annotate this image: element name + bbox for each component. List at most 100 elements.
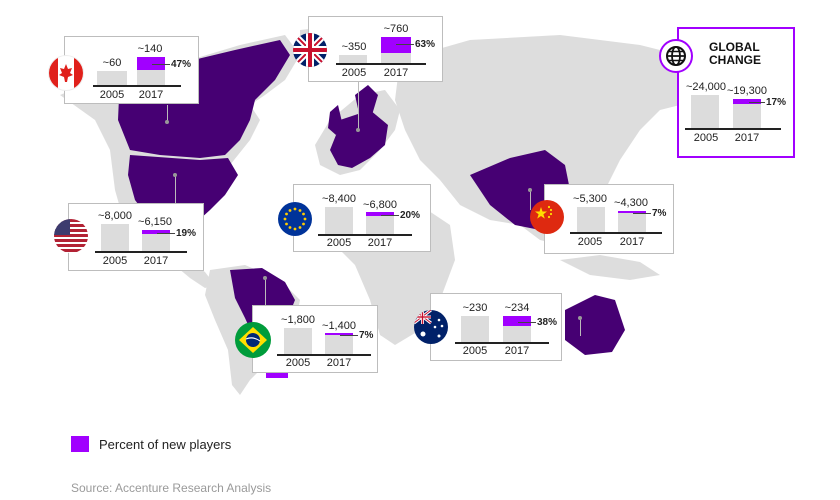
- eu-year-2005: 2005: [326, 237, 352, 249]
- brazil-2017-value-label: ~1,400: [322, 320, 356, 332]
- canada-axis-baseline: [93, 85, 181, 87]
- eu-card: ~8,400 ~6,800 20% 2005 2017: [278, 184, 431, 252]
- canada-new-players-fill: [137, 57, 165, 70]
- china-2017-bar: [618, 211, 646, 232]
- australia-pin-line: [580, 318, 581, 336]
- usa-pin-dot: [173, 173, 177, 177]
- brazil-card: ~1,800 ~1,400 7% 2005 2017: [235, 305, 378, 373]
- usa-2017-value-label: ~6,150: [138, 216, 172, 228]
- brazil-new-players-fill: [325, 333, 353, 335]
- eu-2005-bar: [325, 207, 353, 234]
- uk-card: ~350 ~760 63% 2005 2017: [293, 16, 443, 82]
- uk-year-2005: 2005: [341, 67, 367, 79]
- brazil-axis-baseline: [277, 354, 371, 356]
- brazil-pct-tick: [340, 335, 358, 336]
- brazil-card-purple-tab: [266, 373, 288, 378]
- canada-card: ~60 ~140 47% 2005 2017: [48, 36, 199, 104]
- eu-new-players-fill: [366, 212, 394, 216]
- global-year-2005: 2005: [693, 132, 719, 144]
- australia-2017-value-label: ~234: [504, 302, 530, 314]
- usa-card: ~8,000 ~6,150 19% 2005 2017: [54, 203, 204, 271]
- australia-pct-tick: [518, 322, 536, 323]
- china-year-2017: 2017: [619, 236, 645, 248]
- australia-new-players-fill: [503, 316, 531, 326]
- uk-pct-tick: [396, 44, 414, 45]
- eu-2005-value-label: ~8,400: [322, 193, 356, 205]
- global-axis-baseline: [685, 128, 781, 130]
- china-new-players-fill: [618, 211, 646, 213]
- canada-pin-line: [167, 105, 168, 122]
- global-change-card: GLOBAL CHANGE ~24,000 ~19,300 17% 2005 2…: [659, 27, 795, 158]
- usa-2005-bar: [101, 224, 129, 251]
- china-pin-line: [530, 190, 531, 210]
- usa-new-players-fill: [142, 230, 170, 234]
- china-pct-label: 7%: [652, 208, 667, 219]
- china-axis-baseline: [570, 232, 662, 234]
- global-2017-value-label: ~19,300: [726, 85, 768, 97]
- uk-year-2017: 2017: [383, 67, 409, 79]
- usa-pct-label: 19%: [176, 228, 197, 239]
- china-2005-value-label: ~5,300: [573, 193, 607, 205]
- legend-swatch: [71, 436, 89, 452]
- uk-pct-label: 63%: [415, 39, 436, 50]
- brazil-pin-dot: [263, 276, 267, 280]
- source-note: Source: Accenture Research Analysis: [71, 481, 272, 495]
- usa-2005-value-label: ~8,000: [98, 210, 132, 222]
- australia-year-2005: 2005: [462, 345, 488, 357]
- brazil-2005-value-label: ~1,800: [281, 314, 315, 326]
- global-2005-value-label: ~24,000: [685, 81, 727, 93]
- australia-flag-icon: [414, 310, 448, 344]
- globe-icon: [659, 39, 693, 73]
- uk-pin-line: [358, 82, 359, 130]
- global-2005-bar: [691, 95, 719, 128]
- china-2005-bar: [577, 207, 605, 232]
- canada-2017-value-label: ~140: [137, 43, 163, 55]
- china-pct-tick: [633, 213, 651, 214]
- uk-2005-bar: [339, 55, 367, 63]
- usa-flag-icon: [54, 219, 88, 253]
- uk-flag-icon: [293, 33, 327, 67]
- australia-year-2017: 2017: [504, 345, 530, 357]
- canada-pin-dot: [165, 120, 169, 124]
- global-new-players-fill: [733, 99, 761, 104]
- eu-flag-icon: [278, 202, 312, 236]
- global-year-2017: 2017: [734, 132, 760, 144]
- brazil-2005-bar: [284, 328, 312, 354]
- uk-new-players-fill: [381, 37, 411, 53]
- brazil-pin-line: [265, 278, 266, 308]
- global-title-line1: GLOBAL: [709, 40, 760, 54]
- usa-pin-line: [175, 175, 176, 211]
- eu-year-2017: 2017: [367, 237, 393, 249]
- eu-pct-tick: [381, 215, 399, 216]
- canada-2005-bar: [97, 71, 127, 85]
- canada-year-2017: 2017: [138, 89, 164, 101]
- uk-2005-value-label: ~350: [341, 41, 367, 53]
- brazil-flag-icon: [235, 322, 271, 358]
- canada-flag-icon: [48, 55, 84, 91]
- usa-axis-baseline: [95, 251, 187, 253]
- eu-2017-bar: [366, 212, 394, 234]
- canada-pct-label: 47%: [171, 59, 192, 70]
- china-pin-dot: [528, 188, 532, 192]
- eu-2017-value-label: ~6,800: [363, 199, 397, 211]
- eu-pct-label: 20%: [400, 210, 421, 221]
- australia-card: ~230 ~234 38% 2005 2017: [414, 293, 562, 361]
- usa-pct-tick: [157, 233, 175, 234]
- usa-year-2005: 2005: [102, 255, 128, 267]
- uk-axis-baseline: [336, 63, 426, 65]
- uk-pin-dot: [356, 128, 360, 132]
- brazil-year-2005: 2005: [285, 357, 311, 369]
- australia-pin-dot: [578, 316, 582, 320]
- australia-pct-label: 38%: [537, 317, 558, 328]
- brazil-year-2017: 2017: [326, 357, 352, 369]
- global-title-line2: CHANGE: [709, 53, 762, 67]
- eu-axis-baseline: [318, 234, 412, 236]
- global-pct-label: 17%: [766, 97, 787, 108]
- australia-2005-bar: [461, 316, 489, 342]
- canada-pct-tick: [152, 64, 170, 65]
- legend-label: Percent of new players: [99, 437, 232, 452]
- china-2017-value-label: ~4,300: [614, 197, 648, 209]
- uk-2017-value-label: ~760: [383, 23, 409, 35]
- global-pct-tick: [749, 102, 765, 103]
- canada-2005-value-label: ~60: [102, 57, 122, 69]
